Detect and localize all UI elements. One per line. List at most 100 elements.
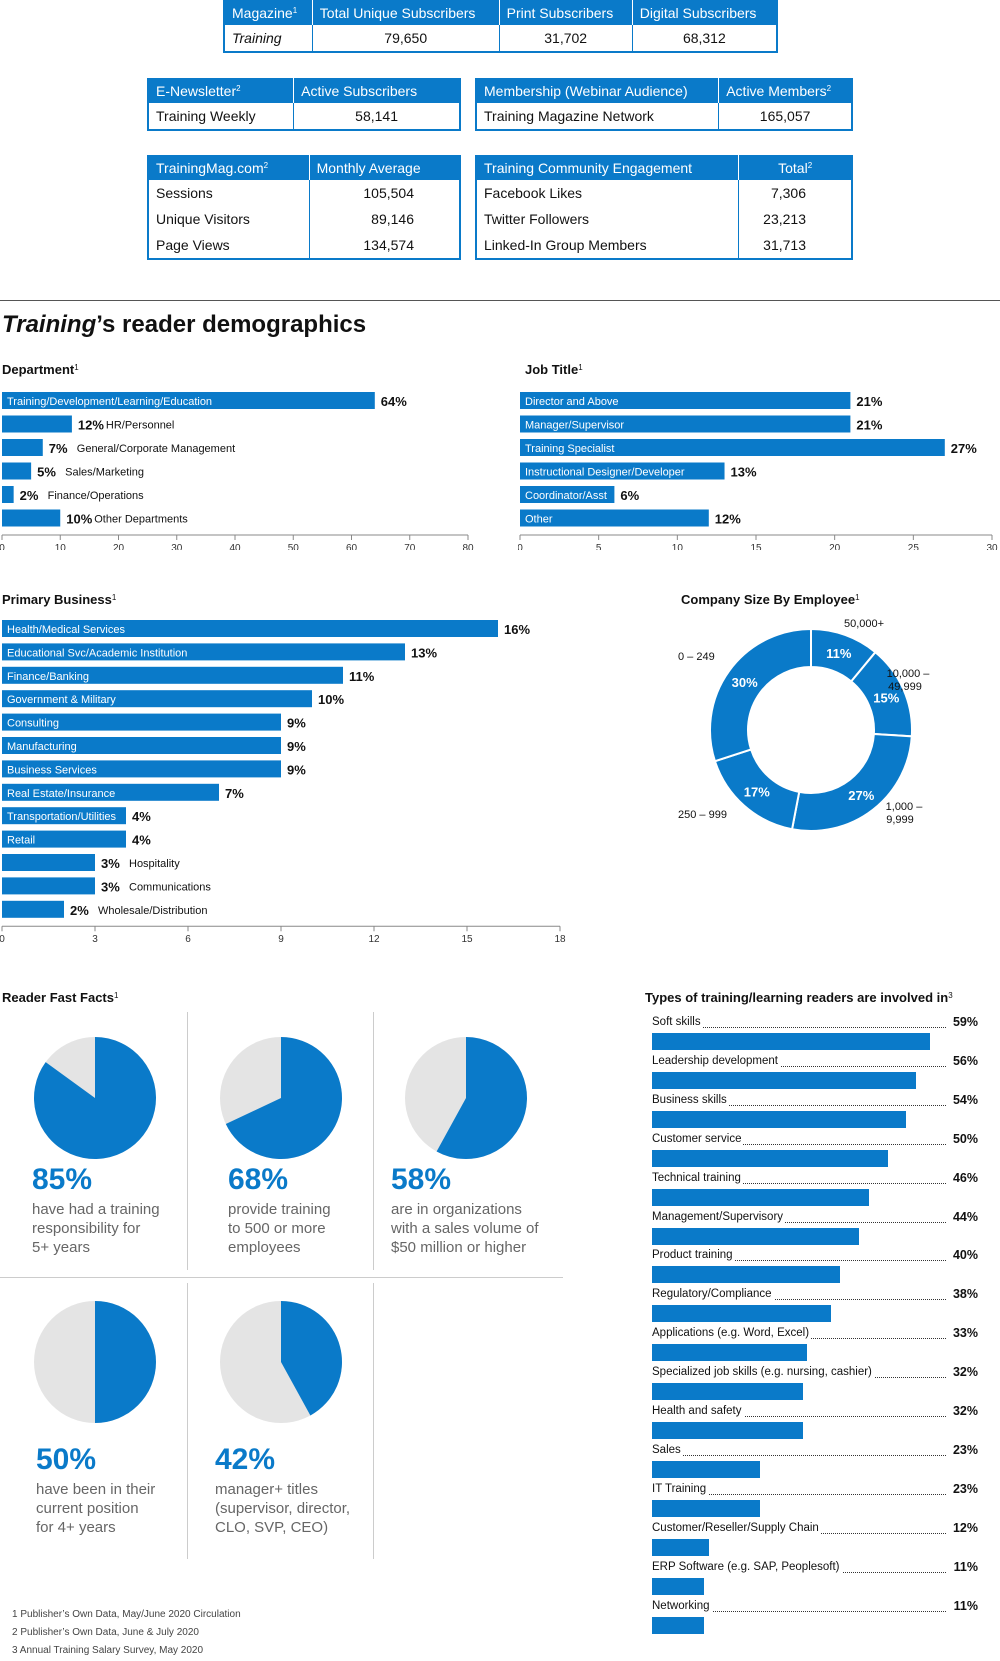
- list-item: Specialized job skills (e.g. nursing, ca…: [652, 1365, 978, 1402]
- bar: [652, 1344, 808, 1362]
- table-row: Sessions 105,504: [147, 180, 460, 206]
- table-row: Linked-In Group Members 31,713: [475, 232, 852, 259]
- slice-category-label: 10,000 –49,999: [887, 668, 931, 693]
- leader-dots: [652, 1182, 946, 1184]
- table-row: Training 79,650 31,702 68,312: [223, 25, 777, 52]
- leader-dots: [652, 1299, 946, 1301]
- list-item: Regulatory/Compliance 38%: [652, 1287, 978, 1324]
- list-item-label: Networking: [652, 1599, 712, 1612]
- list-item-label: Health and safety: [652, 1405, 744, 1417]
- list-item: Applications (e.g. Word, Excel) 33%: [652, 1326, 978, 1363]
- leader-dots: [652, 1260, 946, 1262]
- table-header: Membership (Webinar Audience): [476, 78, 719, 103]
- divider: [187, 1012, 188, 1270]
- bar: [2, 807, 126, 825]
- divider: [373, 1283, 374, 1559]
- bar-category-label: Consulting: [7, 718, 59, 730]
- bar-value-label: 64%: [381, 394, 407, 409]
- bar-category-label: Sales/Marketing: [65, 467, 144, 479]
- bar-category-label: Educational Svc/Academic Institution: [7, 647, 187, 659]
- bar-category-label: Retail: [7, 835, 35, 847]
- list-item: IT Training 23%: [652, 1482, 978, 1519]
- list-item-label: IT Training: [652, 1482, 709, 1495]
- list-item-value: 50%: [952, 1131, 978, 1146]
- bar-value-label: 12%: [78, 418, 104, 433]
- fact-description: have had a training responsibility for 5+ …: [32, 1201, 160, 1256]
- bar: [652, 1033, 930, 1050]
- bar-value-label: 9%: [287, 716, 306, 731]
- list-item-label: ERP Software (e.g. SAP, Peoplesoft): [652, 1560, 842, 1573]
- bar: [2, 737, 281, 754]
- bar: [652, 1110, 907, 1128]
- x-tick-label: 6: [185, 934, 191, 943]
- table-header: Training Community Engagement: [476, 155, 739, 180]
- bar-category-label: Finance/Operations: [48, 490, 144, 502]
- page-title: Training’s reader demographics: [2, 311, 367, 338]
- list-item-value: 11%: [953, 1559, 978, 1574]
- table-row: Unique Visitors 89,146: [147, 206, 460, 232]
- bar-value-label: 2%: [20, 488, 39, 503]
- company-size-donut-chart: 11% 50,000+ 15%10,000 –49,999 27% 1,000 –9,9…: [678, 618, 931, 832]
- bar-value-label: 16%: [504, 622, 530, 637]
- list-item: Sales 23%: [652, 1442, 978, 1480]
- bar: [652, 1460, 761, 1478]
- bar-value-label: 7%: [225, 786, 244, 801]
- x-tick-label: 20: [113, 543, 125, 550]
- slice-category-label: 250 – 999: [678, 809, 727, 821]
- fast-facts-title: Reader Fast Facts1: [2, 990, 119, 1005]
- footnote: 3 Annual Training Salary Survey, May 202…: [12, 1645, 204, 1656]
- divider: [0, 1277, 563, 1278]
- list-item-value: 40%: [952, 1248, 978, 1263]
- section-divider: [0, 300, 1000, 301]
- fact-description: have been in their current position for 4+…: [36, 1481, 156, 1536]
- pie-slice: [281, 1301, 342, 1416]
- primary-business-chart: 16% Health/Medical Services 13% Educational…: [0, 620, 566, 943]
- bar: [2, 415, 72, 433]
- bar: [2, 486, 14, 503]
- fact-description: are in organizations with a sales volume …: [391, 1201, 539, 1256]
- fact-percent: 68%: [228, 1163, 289, 1196]
- list-item-value: 56%: [952, 1053, 978, 1068]
- table-row: Page Views 134,574: [147, 232, 460, 259]
- slice-value-label: 30%: [732, 675, 758, 690]
- leader-dots: [652, 1610, 946, 1612]
- bar-value-label: 21%: [856, 394, 882, 409]
- x-tick-label: 20: [829, 543, 841, 550]
- bar: [652, 1383, 803, 1401]
- fact-percent: 50%: [36, 1443, 97, 1476]
- list-item: Customer/Reseller/Supply Chain 12%: [652, 1520, 978, 1558]
- list-item: Business skills 54%: [652, 1093, 978, 1130]
- list-item-label: Soft skills: [652, 1016, 703, 1028]
- list-item-value: 23%: [952, 1442, 978, 1457]
- bar: [2, 854, 95, 871]
- fact-pie-chart: [34, 1301, 156, 1423]
- bar-value-label: 21%: [856, 418, 882, 433]
- table-row: Twitter Followers 23,213: [475, 206, 852, 232]
- list-item-label: Specialized job skills (e.g. nursing, ca…: [652, 1366, 874, 1379]
- list-item-label: Business skills: [652, 1093, 729, 1106]
- bar-value-label: 4%: [132, 809, 151, 824]
- list-item: Technical training 46%: [652, 1171, 978, 1208]
- bar-category-label: Government & Military: [7, 694, 116, 706]
- newsletter-table: E-Newsletter2 Active Subscribers Trainin…: [147, 78, 461, 131]
- table-header: Active Members2: [718, 78, 852, 103]
- magazine-table: Magazine1 Total Unique Subscribers Print…: [223, 0, 778, 53]
- pie-slice: [95, 1301, 156, 1423]
- bar-value-label: 9%: [287, 762, 306, 777]
- x-tick-label: 50: [288, 543, 300, 550]
- fact-description: manager+ titles (supervisor, director, CLO…: [215, 1481, 351, 1536]
- fact-pie-chart: [405, 1037, 527, 1159]
- x-tick-label: 5: [596, 543, 602, 550]
- list-item-label: Product training: [652, 1249, 735, 1262]
- bar: [520, 509, 709, 527]
- bar-value-label: 10%: [318, 692, 344, 707]
- bar: [652, 1422, 803, 1439]
- divider: [187, 1283, 188, 1559]
- list-item-label: Leadership development: [652, 1054, 780, 1067]
- bar-category-label: Wholesale/Distribution: [98, 905, 207, 917]
- bar-value-label: 12%: [715, 512, 741, 527]
- x-tick-label: 0: [518, 543, 523, 550]
- community-table: Training Community Engagement Total2 Fac…: [475, 155, 853, 260]
- bar-category-label: HR/Personnel: [106, 420, 174, 432]
- list-item-value: 12%: [952, 1520, 978, 1535]
